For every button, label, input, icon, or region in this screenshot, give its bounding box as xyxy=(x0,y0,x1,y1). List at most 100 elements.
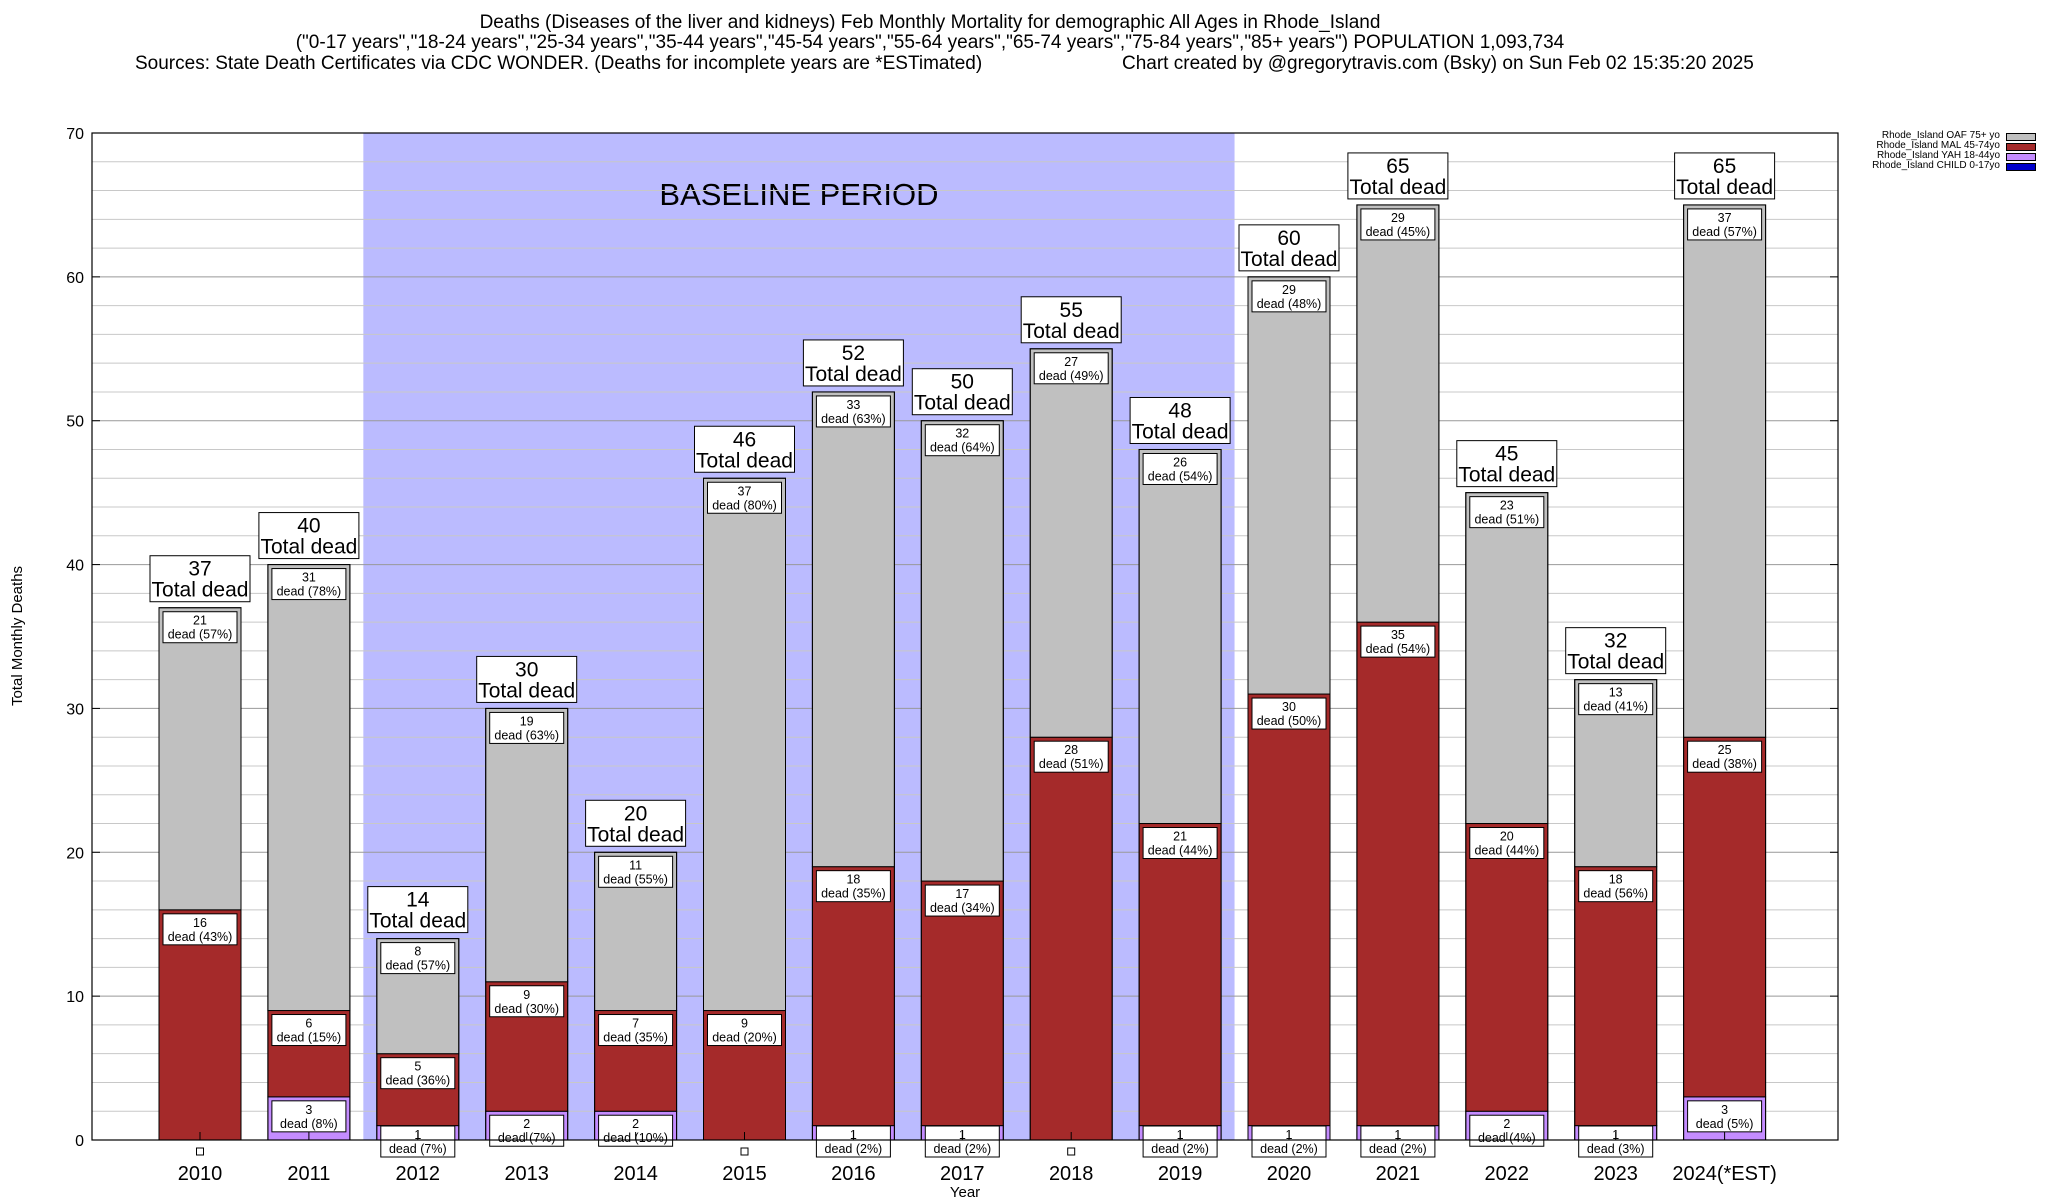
total-label-box xyxy=(802,339,904,387)
chart-credit: Chart created by @gregorytravis.com (Bsk… xyxy=(1122,53,1754,74)
bar-segment xyxy=(158,607,242,911)
segment-value-label: 33 xyxy=(846,398,860,412)
total-value-label: 46 xyxy=(733,428,756,451)
x-tick-label: 2013 xyxy=(504,1163,549,1185)
segment-value-label: 2 xyxy=(523,1117,530,1131)
segment-label-box xyxy=(1469,496,1545,529)
x-tick-label: 2024(*EST) xyxy=(1672,1163,1777,1185)
segment-label-box xyxy=(380,942,456,975)
segment-label-box xyxy=(598,1114,674,1147)
segment-value-label: 16 xyxy=(193,916,207,930)
segment-value-label: 25 xyxy=(1718,743,1732,757)
bar-segment xyxy=(1356,621,1440,1127)
plot-frame xyxy=(91,132,1839,1141)
total-value-label: 14 xyxy=(406,889,430,912)
segment-label-box xyxy=(1578,683,1654,716)
y-tick-label: 70 xyxy=(66,126,84,143)
total-label-box xyxy=(1565,627,1667,675)
total-value-label: 40 xyxy=(297,515,320,538)
bar-segment xyxy=(1574,866,1658,1127)
y-tick-label: 40 xyxy=(66,558,84,575)
total-dead-label: Total dead xyxy=(152,579,249,602)
bar-segment xyxy=(1465,823,1549,1112)
segment-label-box xyxy=(1578,870,1654,903)
segment-value-label: 7 xyxy=(632,1017,639,1031)
segment-label-box xyxy=(1469,1114,1545,1147)
segment-value-label: 28 xyxy=(1064,743,1078,757)
segment-value-label: 6 xyxy=(305,1017,312,1031)
segment-label-box xyxy=(707,1014,782,1047)
segment-percent-label: dead (57%) xyxy=(168,628,233,642)
segment-percent-label: dead (7%) xyxy=(389,1142,447,1156)
segment-value-label: 37 xyxy=(1718,211,1732,225)
x-tick-label: 2022 xyxy=(1485,1163,1530,1185)
segment-label-box xyxy=(271,568,347,601)
total-dead-label: Total dead xyxy=(1676,176,1773,199)
legend-swatch xyxy=(2006,143,2036,151)
total-dead-label: Total dead xyxy=(696,449,793,472)
segment-percent-label: dead (57%) xyxy=(1692,225,1757,239)
segment-percent-label: dead (2%) xyxy=(1151,1142,1209,1156)
segment-value-label: 29 xyxy=(1391,211,1405,225)
segment-percent-label: dead (2%) xyxy=(1369,1142,1427,1156)
segment-value-label: 19 xyxy=(520,714,534,728)
segment-value-label: 11 xyxy=(629,858,642,872)
segment-percent-label: dead (2%) xyxy=(825,1142,883,1156)
segment-percent-label: dead (36%) xyxy=(385,1074,450,1088)
segment-percent-label: dead (54%) xyxy=(1148,469,1213,483)
total-value-label: 52 xyxy=(842,342,865,365)
segment-label-box xyxy=(1251,1125,1327,1158)
segment-value-label: 18 xyxy=(1609,873,1623,887)
segment-label-box xyxy=(1033,352,1109,385)
total-label-box xyxy=(1020,296,1122,344)
segment-value-label: 9 xyxy=(523,988,530,1002)
segment-label-box xyxy=(1142,827,1218,860)
total-value-label: 32 xyxy=(1604,630,1627,653)
segment-value-label: 2 xyxy=(632,1117,639,1131)
segment-label-box xyxy=(489,985,565,1018)
total-label-box xyxy=(1674,152,1776,200)
total-value-label: 48 xyxy=(1168,399,1191,422)
total-dead-label: Total dead xyxy=(587,823,684,846)
segment-percent-label: dead (35%) xyxy=(821,887,886,901)
segment-percent-label: dead (45%) xyxy=(1366,225,1431,239)
segment-value-label: 37 xyxy=(738,484,752,498)
bar-segment xyxy=(1683,736,1767,1098)
segment-label-box xyxy=(924,1125,1000,1158)
segment-value-label: 32 xyxy=(955,427,969,441)
total-dead-label: Total dead xyxy=(260,536,357,559)
segment-percent-label: dead (80%) xyxy=(712,498,777,512)
bar-segment xyxy=(1356,204,1440,623)
segment-label-box xyxy=(1142,1125,1218,1158)
segment-value-label: 2 xyxy=(1503,1117,1510,1131)
segment-percent-label: dead (34%) xyxy=(930,901,995,915)
y-tick-label: 10 xyxy=(66,989,84,1006)
segment-percent-label: dead (55%) xyxy=(603,872,668,886)
segment-label-box xyxy=(489,711,565,744)
segment-percent-label: dead (38%) xyxy=(1692,757,1757,771)
zero-marker xyxy=(740,1147,749,1156)
total-label-box xyxy=(1347,152,1449,200)
bar-segment xyxy=(158,909,242,1141)
segment-label-box xyxy=(924,884,1000,917)
total-label-box xyxy=(367,886,469,934)
legend-swatch xyxy=(2006,133,2036,141)
segment-label-box xyxy=(380,1057,456,1090)
y-tick-label: 20 xyxy=(66,845,84,862)
segment-value-label: 18 xyxy=(846,873,860,887)
total-value-label: 60 xyxy=(1277,227,1300,250)
bar-segment xyxy=(1029,736,1113,1141)
segment-value-label: 27 xyxy=(1064,355,1078,369)
total-dead-label: Total dead xyxy=(1241,248,1338,271)
total-dead-label: Total dead xyxy=(369,910,466,933)
segment-label-box xyxy=(924,424,1000,457)
x-tick-label: 2014 xyxy=(613,1163,658,1185)
segment-percent-label: dead (49%) xyxy=(1039,369,1104,383)
segment-label-box xyxy=(162,913,238,946)
segment-label-box xyxy=(1251,697,1327,730)
segment-label-box xyxy=(162,611,238,644)
segment-value-label: 23 xyxy=(1500,499,1514,513)
segment-label-box xyxy=(380,1125,456,1158)
segment-percent-label: dead (5%) xyxy=(1696,1117,1754,1131)
